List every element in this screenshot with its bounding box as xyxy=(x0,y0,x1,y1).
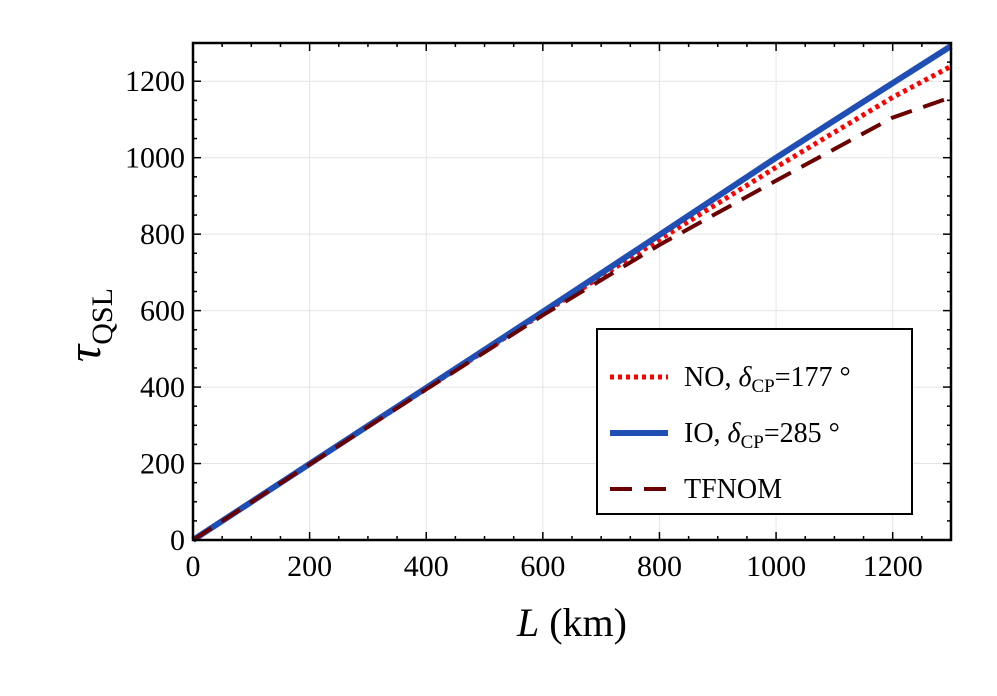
legend-label-2: TFNOM xyxy=(684,474,782,505)
legend-label-0: NO, δCP=177 ° xyxy=(684,362,851,397)
x-tick-label: 800 xyxy=(637,550,682,583)
series-line-1 xyxy=(191,43,953,543)
y-tick-label: 1200 xyxy=(125,65,185,98)
x-tick-label: 0 xyxy=(186,550,201,583)
x-axis-label: L (km) xyxy=(516,600,627,645)
y-tick-label: 800 xyxy=(140,218,185,251)
x-tick-label: 200 xyxy=(287,550,332,583)
legend-box xyxy=(596,328,913,515)
legend-label-1: IO, δCP=285 ° xyxy=(684,418,840,453)
y-tick-label: 200 xyxy=(140,448,185,481)
x-tick-label: 400 xyxy=(404,550,449,583)
y-tick-label: 400 xyxy=(140,371,185,404)
y-axis-label: τQSL xyxy=(58,288,119,362)
legend: NO, δCP=177 ° IO, δCP=285 ° TFNOM xyxy=(596,328,913,515)
x-tick-label: 1000 xyxy=(746,550,806,583)
x-tick-label: 600 xyxy=(520,550,565,583)
y-tick-label: 0 xyxy=(170,524,185,557)
y-tick-label: 600 xyxy=(140,295,185,328)
series-line-2 xyxy=(191,95,952,542)
x-tick-label: 1200 xyxy=(863,550,923,583)
y-tick-label: 1000 xyxy=(125,142,185,175)
